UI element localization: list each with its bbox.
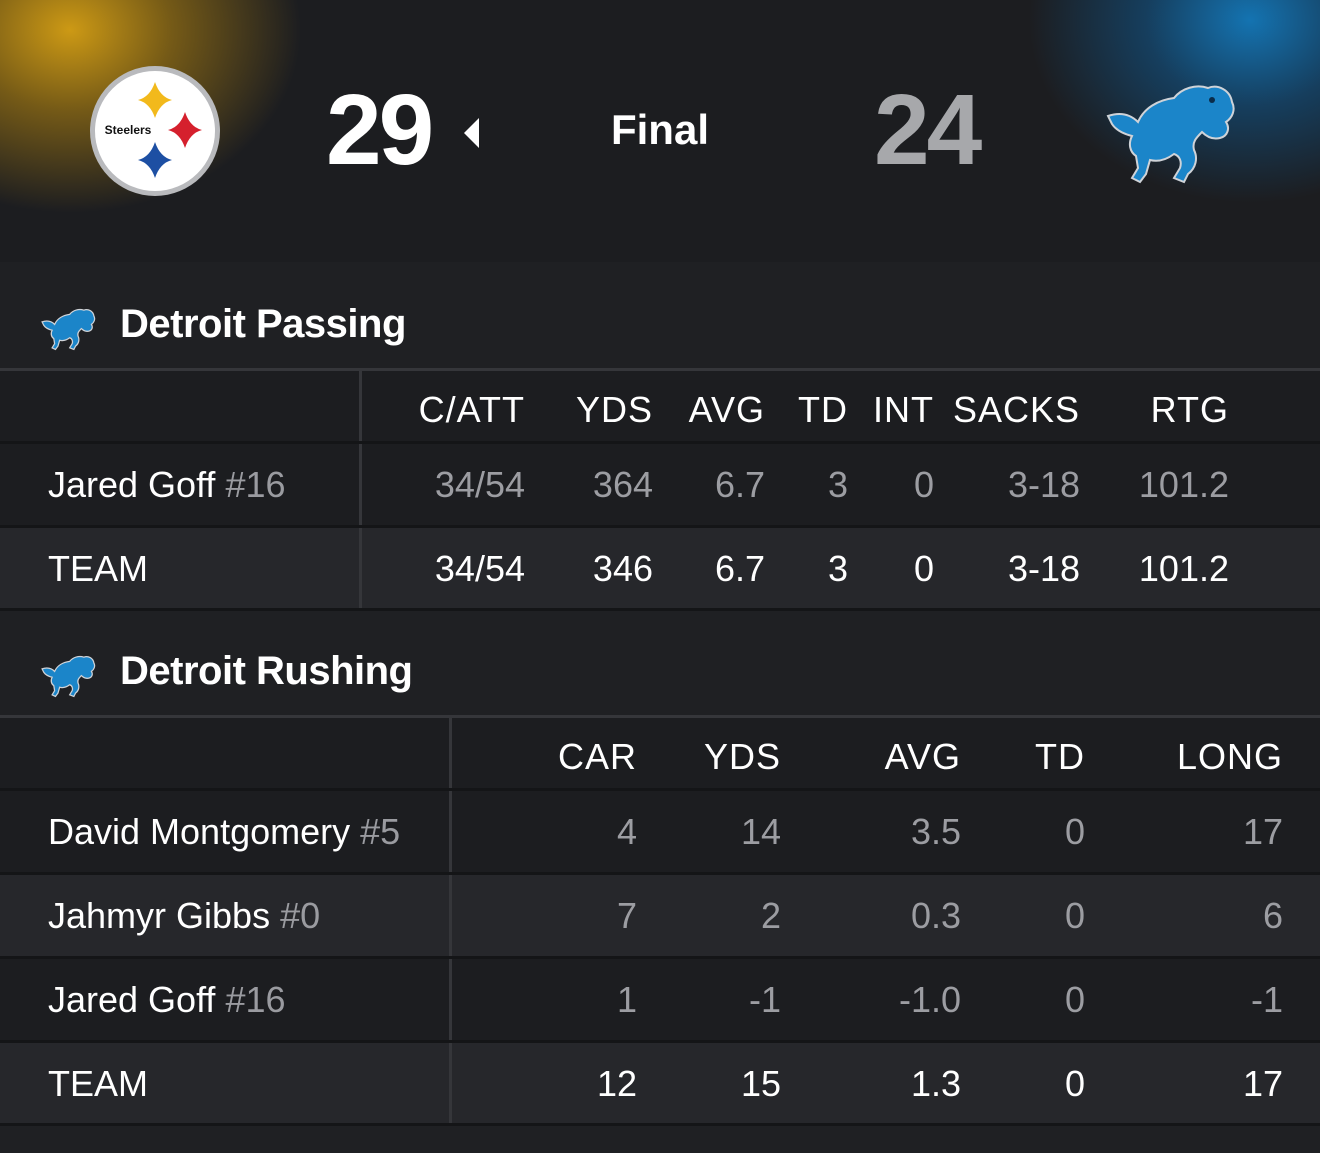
player-name-text: Jared Goff bbox=[48, 979, 216, 1020]
cell-avg: -1.0 bbox=[898, 979, 961, 1020]
passing-section-title: Detroit Passing bbox=[120, 302, 406, 346]
col-header-long[interactable]: LONG bbox=[1176, 736, 1283, 777]
team-cell-car: 12 bbox=[596, 1063, 637, 1104]
team-cell-yds: 15 bbox=[740, 1063, 781, 1104]
player-cell: Jared Goff #16 bbox=[0, 444, 362, 525]
team-cell-avg: 1.3 bbox=[910, 1063, 961, 1104]
cell-avg: 6.7 bbox=[714, 464, 765, 505]
passing-table: C/ATT YDS AVG TD INT SACKS RTG Jared Gof… bbox=[0, 368, 1320, 611]
steelers-logo-icon[interactable]: Steelers bbox=[88, 64, 222, 198]
cell-yds: -1 bbox=[748, 979, 781, 1020]
player-cell: Jahmyr Gibbs #0 bbox=[0, 875, 452, 956]
cell-sacks: 3-18 bbox=[1007, 464, 1080, 505]
team-total-row: TEAM 34/54 346 6.7 3 0 3-18 101.2 bbox=[0, 528, 1320, 611]
lions-logo-icon bbox=[41, 308, 96, 351]
cell-long: 17 bbox=[1242, 811, 1283, 852]
team-cell-int: 0 bbox=[913, 548, 934, 589]
game-status: Final bbox=[610, 106, 709, 153]
player-name[interactable]: Jahmyr Gibbs #0 bbox=[48, 895, 320, 937]
cell-td: 0 bbox=[1064, 895, 1085, 936]
rushing-section-header: Detroit Rushing bbox=[0, 619, 1320, 719]
col-header-td[interactable]: TD bbox=[798, 389, 848, 430]
player-number: #5 bbox=[360, 811, 401, 852]
cell-avg: 3.5 bbox=[910, 811, 961, 852]
team-cell-rtg: 101.2 bbox=[1138, 548, 1229, 589]
col-header-yds[interactable]: YDS bbox=[703, 736, 781, 777]
player-name[interactable]: Jared Goff #16 bbox=[48, 464, 286, 506]
player-name-text: David Montgomery bbox=[48, 811, 351, 852]
player-name-text: Jared Goff bbox=[48, 464, 216, 505]
cell-int: 0 bbox=[913, 464, 934, 505]
col-header-yds[interactable]: YDS bbox=[575, 389, 653, 430]
col-header-sacks[interactable]: SACKS bbox=[952, 389, 1080, 430]
cell-long: -1 bbox=[1250, 979, 1283, 1020]
cell-catt: 34/54 bbox=[434, 464, 525, 505]
cell-td: 3 bbox=[827, 464, 848, 505]
col-header-rtg[interactable]: RTG bbox=[1150, 389, 1229, 430]
player-number: #16 bbox=[225, 979, 286, 1020]
player-cell: Jared Goff #16 bbox=[0, 959, 452, 1040]
table-row[interactable]: Jared Goff #16 34/54 364 6.7 3 0 3-18 101… bbox=[0, 444, 1320, 528]
cell-car: 4 bbox=[616, 811, 637, 852]
team-cell-avg: 6.7 bbox=[714, 548, 765, 589]
cell-car: 7 bbox=[616, 895, 637, 936]
caret-left-icon bbox=[464, 118, 479, 148]
cell-td: 0 bbox=[1064, 811, 1085, 852]
name-column-header bbox=[0, 718, 452, 788]
lions-logo-icon[interactable] bbox=[1100, 78, 1240, 188]
team-cell-catt: 34/54 bbox=[434, 548, 525, 589]
away-score: 24 bbox=[874, 74, 982, 186]
team-cell-td: 0 bbox=[1064, 1063, 1085, 1104]
cell-yds: 14 bbox=[740, 811, 781, 852]
scoreboard-header: Steelers 29 Final 24 bbox=[0, 0, 1320, 262]
lions-logo-icon bbox=[41, 655, 96, 698]
steelers-logo-text: Steelers bbox=[105, 123, 152, 137]
passing-section-header: Detroit Passing bbox=[0, 272, 1320, 372]
team-cell-yds: 346 bbox=[592, 548, 653, 589]
team-label: TEAM bbox=[48, 1063, 149, 1104]
player-number: #16 bbox=[225, 464, 286, 505]
cell-car: 1 bbox=[616, 979, 637, 1020]
col-header-avg[interactable]: AVG bbox=[688, 389, 765, 430]
team-cell-long: 17 bbox=[1242, 1063, 1283, 1104]
cell-td: 0 bbox=[1064, 979, 1085, 1020]
col-header-int[interactable]: INT bbox=[873, 389, 934, 430]
player-name[interactable]: Jared Goff #16 bbox=[48, 979, 286, 1021]
table-header-row: C/ATT YDS AVG TD INT SACKS RTG bbox=[0, 371, 1320, 444]
table-header-row: CAR YDS AVG TD LONG bbox=[0, 718, 1320, 791]
player-cell: David Montgomery #5 bbox=[0, 791, 452, 872]
team-label: TEAM bbox=[48, 548, 149, 589]
col-header-catt[interactable]: C/ATT bbox=[418, 389, 525, 430]
player-number: #0 bbox=[280, 895, 321, 936]
table-row[interactable]: Jahmyr Gibbs #0 7 2 0.3 0 6 bbox=[0, 875, 1320, 959]
home-score: 29 bbox=[326, 74, 434, 186]
table-row[interactable]: Jared Goff #16 1 -1 -1.0 0 -1 bbox=[0, 959, 1320, 1043]
table-row[interactable]: David Montgomery #5 4 14 3.5 0 17 bbox=[0, 791, 1320, 875]
team-cell-sacks: 3-18 bbox=[1007, 548, 1080, 589]
rushing-section-title: Detroit Rushing bbox=[120, 649, 413, 693]
team-total-row: TEAM 12 15 1.3 0 17 bbox=[0, 1043, 1320, 1126]
cell-avg: 0.3 bbox=[910, 895, 961, 936]
cell-rtg: 101.2 bbox=[1138, 464, 1229, 505]
rushing-table: CAR YDS AVG TD LONG David Montgomery #5 4… bbox=[0, 715, 1320, 1126]
player-name[interactable]: David Montgomery #5 bbox=[48, 811, 400, 853]
cell-yds: 2 bbox=[760, 895, 781, 936]
cell-yds: 364 bbox=[592, 464, 653, 505]
player-name-text: Jahmyr Gibbs bbox=[48, 895, 271, 936]
col-header-td[interactable]: TD bbox=[1035, 736, 1085, 777]
team-cell-td: 3 bbox=[827, 548, 848, 589]
name-column-header bbox=[0, 371, 362, 441]
col-header-avg[interactable]: AVG bbox=[884, 736, 961, 777]
col-header-car[interactable]: CAR bbox=[557, 736, 637, 777]
cell-long: 6 bbox=[1262, 895, 1283, 936]
team-label-cell: TEAM bbox=[0, 528, 362, 608]
team-label-cell: TEAM bbox=[0, 1043, 452, 1123]
